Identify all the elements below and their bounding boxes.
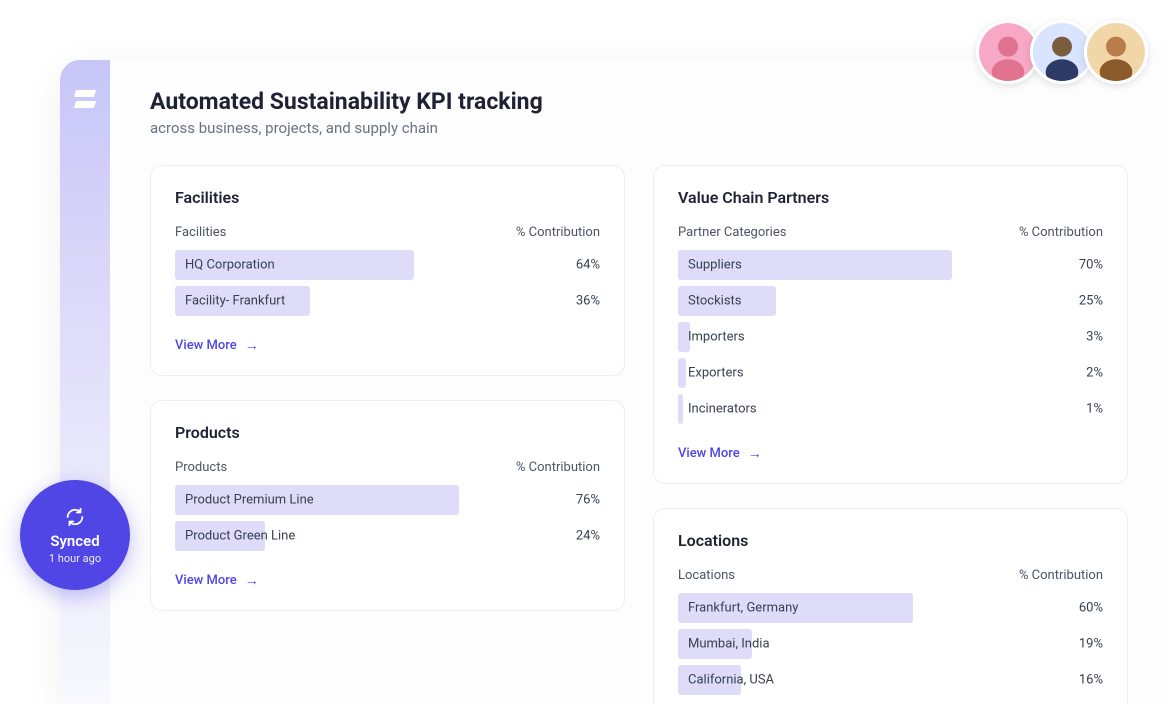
page-subtitle: across business, projects, and supply ch… <box>150 119 1128 137</box>
row-value: 76% <box>576 493 600 508</box>
refresh-icon <box>64 506 86 528</box>
table-row[interactable]: Exporters 2% <box>678 358 1103 388</box>
sync-label: Synced <box>50 532 99 550</box>
table-row[interactable]: Facility- Frankfurt 36% <box>175 286 600 316</box>
view-more-label: View More <box>175 338 237 353</box>
row-value: 19% <box>1079 637 1103 652</box>
sync-status-badge: Synced 1 hour ago <box>20 480 130 590</box>
contribution-bar <box>678 358 686 388</box>
column-headers: Locations % Contribution <box>678 568 1103 583</box>
col-left: Products <box>175 460 227 475</box>
row-label: Frankfurt, Germany <box>688 601 798 616</box>
row-label: Exporters <box>688 366 744 381</box>
facilities-card: Facilities Facilities % Contribution HQ … <box>150 165 625 376</box>
row-value: 25% <box>1079 294 1103 309</box>
sync-time: 1 hour ago <box>49 552 101 565</box>
rows-container: Frankfurt, Germany 60% Mumbai, India 19% Cal… <box>678 593 1103 695</box>
row-label: Suppliers <box>688 258 742 273</box>
view-more-label: View More <box>175 573 237 588</box>
column-headers: Products % Contribution <box>175 460 600 475</box>
col-right: % Contribution <box>516 225 600 240</box>
card-title: Locations <box>678 531 1103 550</box>
card-title: Value Chain Partners <box>678 188 1103 207</box>
rows-container: Suppliers 70% Stockists 25% Importers 3% Expor… <box>678 250 1103 424</box>
view-more-link[interactable]: View More → <box>678 446 762 461</box>
rows-container: HQ Corporation 64% Facility- Frankfurt 36% <box>175 250 600 316</box>
row-value: 3% <box>1086 330 1103 345</box>
sidebar <box>60 60 110 704</box>
partners-card: Value Chain Partners Partner Categories … <box>653 165 1128 484</box>
table-row[interactable]: California, USA 16% <box>678 665 1103 695</box>
row-value: 60% <box>1079 601 1103 616</box>
row-label: Product Green Line <box>185 529 295 544</box>
card-title: Products <box>175 423 600 442</box>
col-right: % Contribution <box>1019 568 1103 583</box>
row-value: 70% <box>1079 258 1103 273</box>
table-row[interactable]: Product Premium Line 76% <box>175 485 600 515</box>
products-card: Products Products % Contribution Product… <box>150 400 625 611</box>
arrow-right-icon: → <box>748 447 762 461</box>
col-left: Facilities <box>175 225 226 240</box>
row-value: 16% <box>1079 673 1103 688</box>
table-row[interactable]: Stockists 25% <box>678 286 1103 316</box>
row-label: Mumbai, India <box>688 637 770 652</box>
page-title: Automated Sustainability KPI tracking <box>150 88 1128 115</box>
locations-card: Locations Locations % Contribution Frank… <box>653 508 1128 704</box>
app-frame: Automated Sustainability KPI tracking ac… <box>60 60 1168 704</box>
collaborator-avatars <box>986 20 1148 84</box>
view-more-link[interactable]: View More → <box>175 573 259 588</box>
arrow-right-icon: → <box>245 574 259 588</box>
col-right: % Contribution <box>516 460 600 475</box>
rows-container: Product Premium Line 76% Product Green Lin… <box>175 485 600 551</box>
row-value: 2% <box>1086 366 1103 381</box>
view-more-label: View More <box>678 446 740 461</box>
card-title: Facilities <box>175 188 600 207</box>
column-headers: Facilities % Contribution <box>175 225 600 240</box>
col-left: Partner Categories <box>678 225 786 240</box>
col-right: % Contribution <box>1019 225 1103 240</box>
table-row[interactable]: Product Green Line 24% <box>175 521 600 551</box>
row-label: Product Premium Line <box>185 493 314 508</box>
row-value: 1% <box>1086 402 1103 417</box>
avatar[interactable] <box>1084 20 1148 84</box>
col-left: Locations <box>678 568 735 583</box>
table-row[interactable]: HQ Corporation 64% <box>175 250 600 280</box>
view-more-link[interactable]: View More → <box>175 338 259 353</box>
row-value: 36% <box>576 294 600 309</box>
row-value: 64% <box>576 258 600 273</box>
row-label: Incinerators <box>688 402 757 417</box>
row-label: Facility- Frankfurt <box>185 294 285 309</box>
table-row[interactable]: Frankfurt, Germany 60% <box>678 593 1103 623</box>
row-label: Stockists <box>688 294 742 309</box>
row-label: Importers <box>688 330 745 345</box>
table-row[interactable]: Mumbai, India 19% <box>678 629 1103 659</box>
arrow-right-icon: → <box>245 339 259 353</box>
table-row[interactable]: Incinerators 1% <box>678 394 1103 424</box>
row-label: California, USA <box>688 673 774 688</box>
row-value: 24% <box>576 529 600 544</box>
row-label: HQ Corporation <box>185 258 275 273</box>
column-headers: Partner Categories % Contribution <box>678 225 1103 240</box>
contribution-bar <box>678 394 683 424</box>
main-content: Automated Sustainability KPI tracking ac… <box>110 60 1168 704</box>
logo-icon <box>74 88 96 110</box>
table-row[interactable]: Importers 3% <box>678 322 1103 352</box>
table-row[interactable]: Suppliers 70% <box>678 250 1103 280</box>
